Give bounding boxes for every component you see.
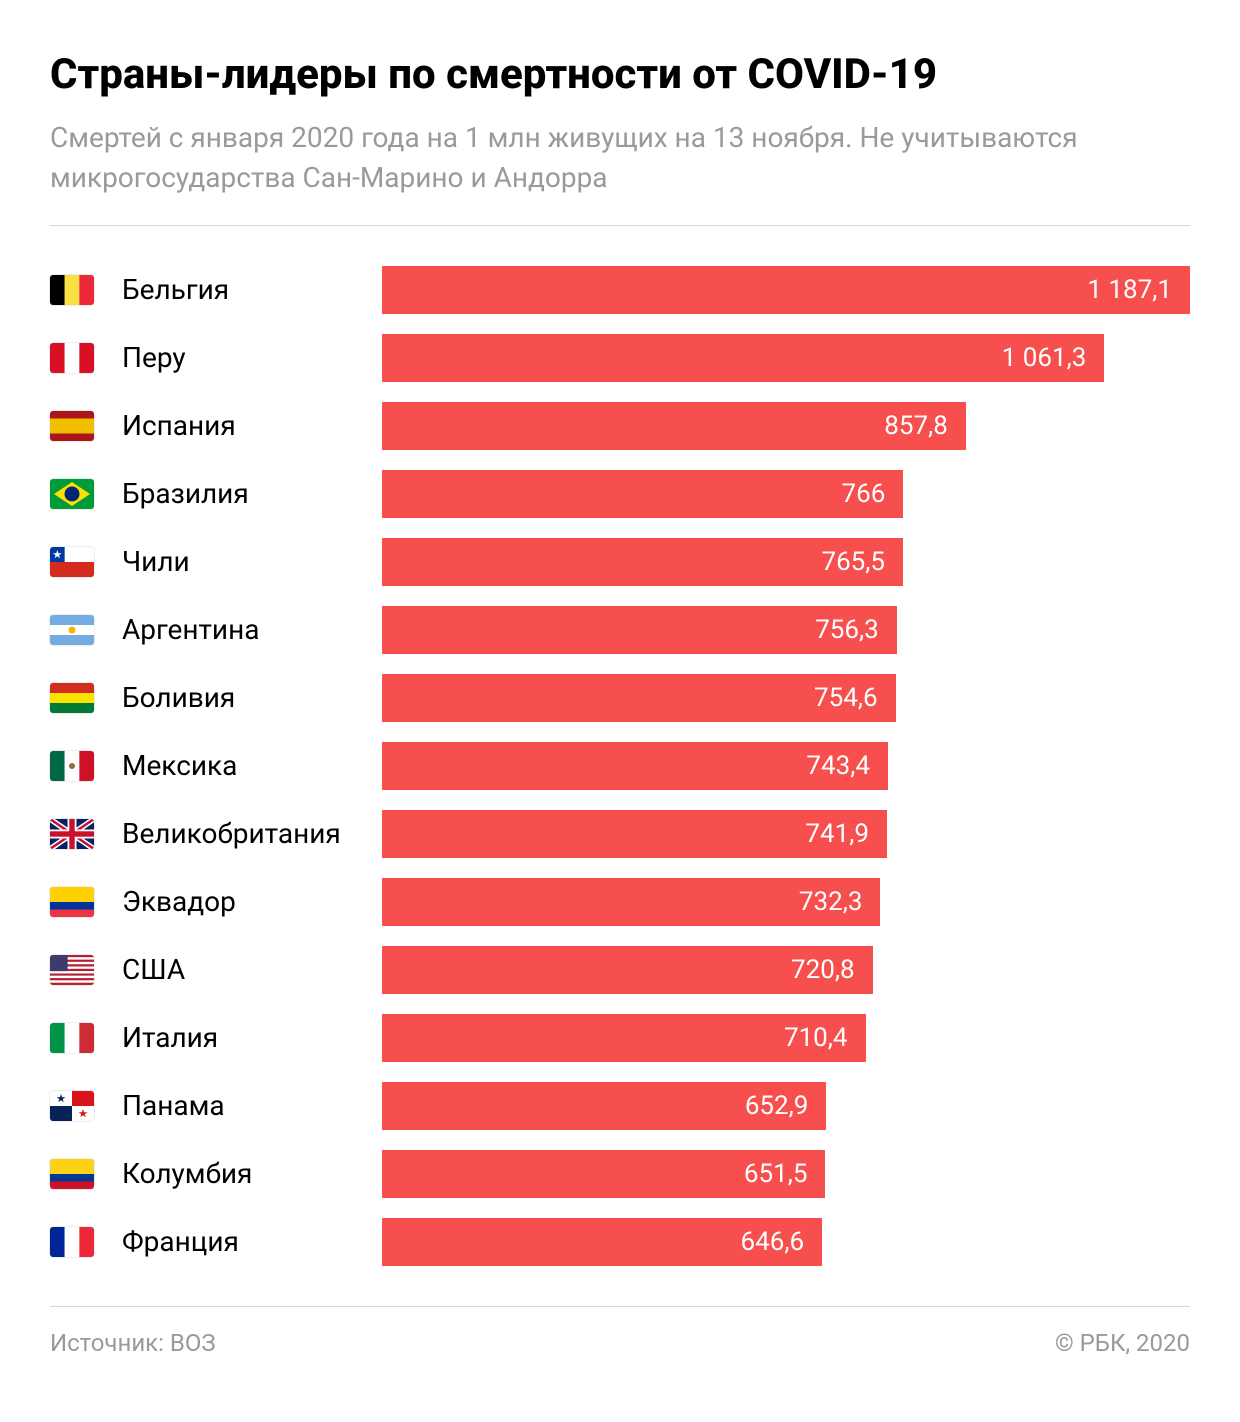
chart-row: Чили 765,5 xyxy=(50,528,1190,596)
bar: 732,3 xyxy=(382,878,880,926)
bar-value-label: 720,8 xyxy=(791,955,855,985)
country-label: Колумбия xyxy=(122,1157,382,1190)
country-label: Бельгия xyxy=(122,273,382,306)
flag-icon xyxy=(50,479,94,509)
bar-value-label: 743,4 xyxy=(806,751,870,781)
country-label: Перу xyxy=(122,341,382,374)
bar-value-label: 756,3 xyxy=(815,615,879,645)
chart-row: Испания 857,8 xyxy=(50,392,1190,460)
bar: 857,8 xyxy=(382,402,966,450)
chart-row: Аргентина 756,3 xyxy=(50,596,1190,664)
bar-value-label: 754,6 xyxy=(814,683,878,713)
bar-value-label: 765,5 xyxy=(821,547,885,577)
bar-track: 756,3 xyxy=(382,606,1190,654)
bar: 765,5 xyxy=(382,538,903,586)
country-label: Великобритания xyxy=(122,817,382,850)
bar: 1 187,1 xyxy=(382,266,1190,314)
bar-track: 857,8 xyxy=(382,402,1190,450)
flag-icon xyxy=(50,1091,94,1121)
chart-row: Боливия 754,6 xyxy=(50,664,1190,732)
chart-subtitle: Смертей с января 2020 года на 1 млн живу… xyxy=(50,118,1190,196)
country-label: Боливия xyxy=(122,681,382,714)
bar: 710,4 xyxy=(382,1014,866,1062)
country-label: Эквадор xyxy=(122,885,382,918)
bar-value-label: 651,5 xyxy=(744,1159,808,1189)
bar-track: 766 xyxy=(382,470,1190,518)
country-label: США xyxy=(122,953,382,986)
chart-row: Бразилия 766 xyxy=(50,460,1190,528)
country-label: Бразилия xyxy=(122,477,382,510)
flag-icon xyxy=(50,819,94,849)
bar: 652,9 xyxy=(382,1082,826,1130)
chart-row: Эквадор 732,3 xyxy=(50,868,1190,936)
bar-track: 1 187,1 xyxy=(382,266,1190,314)
flag-icon xyxy=(50,1227,94,1257)
country-label: Мексика xyxy=(122,749,382,782)
chart-row: Великобритания 741,9 xyxy=(50,800,1190,868)
bar-value-label: 1 061,3 xyxy=(1002,343,1087,373)
bar-chart: Бельгия 1 187,1 Перу 1 061,3 Испания 857,8 Бра… xyxy=(50,226,1190,1306)
bar: 720,8 xyxy=(382,946,873,994)
bar: 646,6 xyxy=(382,1218,822,1266)
bar: 1 061,3 xyxy=(382,334,1104,382)
chart-row: Бельгия 1 187,1 xyxy=(50,256,1190,324)
bar: 754,6 xyxy=(382,674,896,722)
bar-value-label: 766 xyxy=(842,479,886,509)
bar-value-label: 710,4 xyxy=(784,1023,848,1053)
country-label: Испания xyxy=(122,409,382,442)
copyright-label: © РБК, 2020 xyxy=(1055,1329,1190,1357)
flag-icon xyxy=(50,411,94,441)
chart-row: Колумбия 651,5 xyxy=(50,1140,1190,1208)
bar: 766 xyxy=(382,470,903,518)
bar-track: 754,6 xyxy=(382,674,1190,722)
country-label: Чили xyxy=(122,545,382,578)
flag-icon xyxy=(50,1159,94,1189)
chart-title: Страны-лидеры по смертности от COVID-19 xyxy=(50,50,1190,100)
bar-value-label: 652,9 xyxy=(745,1091,809,1121)
bar-value-label: 732,3 xyxy=(799,887,863,917)
chart-row: Италия 710,4 xyxy=(50,1004,1190,1072)
bar: 743,4 xyxy=(382,742,888,790)
flag-icon xyxy=(50,547,94,577)
country-label: Франция xyxy=(122,1225,382,1258)
bar-track: 710,4 xyxy=(382,1014,1190,1062)
bar-track: 1 061,3 xyxy=(382,334,1190,382)
chart-row: Франция 646,6 xyxy=(50,1208,1190,1276)
chart-row: Перу 1 061,3 xyxy=(50,324,1190,392)
bar-track: 765,5 xyxy=(382,538,1190,586)
flag-icon xyxy=(50,955,94,985)
bar-track: 720,8 xyxy=(382,946,1190,994)
bar-track: 732,3 xyxy=(382,878,1190,926)
country-label: Панама xyxy=(122,1089,382,1122)
bar-track: 646,6 xyxy=(382,1218,1190,1266)
bar-track: 741,9 xyxy=(382,810,1190,858)
source-label: Источник: ВОЗ xyxy=(50,1329,216,1357)
bar-track: 743,4 xyxy=(382,742,1190,790)
bar-track: 652,9 xyxy=(382,1082,1190,1130)
bar: 756,3 xyxy=(382,606,897,654)
chart-container: Страны-лидеры по смертности от COVID-19 … xyxy=(0,0,1240,1397)
flag-icon xyxy=(50,615,94,645)
flag-icon xyxy=(50,751,94,781)
bar-value-label: 741,9 xyxy=(805,819,869,849)
flag-icon xyxy=(50,1023,94,1053)
chart-footer: Источник: ВОЗ © РБК, 2020 xyxy=(50,1307,1190,1357)
flag-icon xyxy=(50,887,94,917)
bar-value-label: 857,8 xyxy=(884,411,948,441)
flag-icon xyxy=(50,683,94,713)
chart-row: Панама 652,9 xyxy=(50,1072,1190,1140)
bar-value-label: 1 187,1 xyxy=(1087,275,1172,305)
chart-row: Мексика 743,4 xyxy=(50,732,1190,800)
bar-track: 651,5 xyxy=(382,1150,1190,1198)
bar-value-label: 646,6 xyxy=(741,1227,805,1257)
country-label: Италия xyxy=(122,1021,382,1054)
flag-icon xyxy=(50,343,94,373)
chart-row: США 720,8 xyxy=(50,936,1190,1004)
flag-icon xyxy=(50,275,94,305)
country-label: Аргентина xyxy=(122,613,382,646)
bar: 651,5 xyxy=(382,1150,825,1198)
bar: 741,9 xyxy=(382,810,887,858)
